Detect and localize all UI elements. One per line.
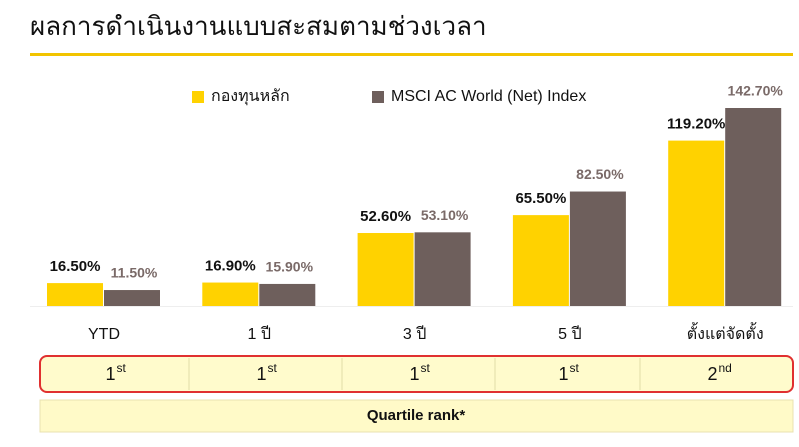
- value-label: 11.50%: [111, 265, 158, 281]
- quartile-suffix: st: [117, 361, 127, 375]
- value-label: 16.90%: [205, 258, 256, 275]
- bar: [357, 233, 414, 306]
- x-tick-label: ตั้งแต่จัดตั้ง: [687, 322, 764, 343]
- legend-swatch: [192, 91, 204, 103]
- bar: [569, 191, 626, 306]
- value-label: 15.90%: [266, 259, 314, 275]
- legend-label: กองทุนหลัก: [211, 88, 290, 106]
- rank-dividers: [188, 358, 641, 390]
- legend-label: MSCI AC World (Net) Index: [391, 88, 586, 105]
- title-underline: [30, 53, 793, 56]
- value-label: 82.50%: [576, 166, 624, 182]
- chart-title: ผลการดำเนินงานแบบสะสมตามช่วงเวลา: [30, 11, 487, 41]
- quartile-label: Quartile rank*: [367, 407, 466, 424]
- bar: [47, 283, 103, 306]
- quartile-box: [39, 399, 794, 433]
- value-label: 119.20%: [667, 116, 725, 133]
- quartile-rank: 1: [105, 364, 115, 384]
- x-tick-label: 5 ปี: [558, 325, 582, 343]
- x-tick-label: YTD: [88, 326, 120, 343]
- rank-row: [39, 355, 794, 393]
- bar: [512, 215, 569, 306]
- x-tick-label: 1 ปี: [248, 325, 272, 343]
- bar: [104, 290, 160, 306]
- bar: [259, 283, 316, 306]
- bar: [202, 282, 259, 306]
- quartile-suffix: nd: [719, 361, 732, 375]
- value-label: 52.60%: [360, 208, 411, 225]
- value-label: 65.50%: [515, 190, 566, 207]
- bar: [414, 232, 471, 306]
- quartile-rank: 1: [409, 364, 419, 384]
- bar: [725, 108, 782, 306]
- legend-swatch: [372, 91, 384, 103]
- quartile-rank: 2: [707, 364, 717, 384]
- quartile-suffix: st: [268, 361, 278, 375]
- value-label: 16.50%: [50, 258, 101, 275]
- value-label: 142.70%: [728, 83, 784, 99]
- quartile-suffix: st: [570, 361, 580, 375]
- value-label: 53.10%: [421, 207, 469, 223]
- bar: [668, 140, 725, 306]
- quartile-rank: 1: [256, 364, 266, 384]
- quartile-suffix: st: [421, 361, 431, 375]
- x-tick-label: 3 ปี: [403, 325, 427, 343]
- quartile-rank: 1: [558, 364, 568, 384]
